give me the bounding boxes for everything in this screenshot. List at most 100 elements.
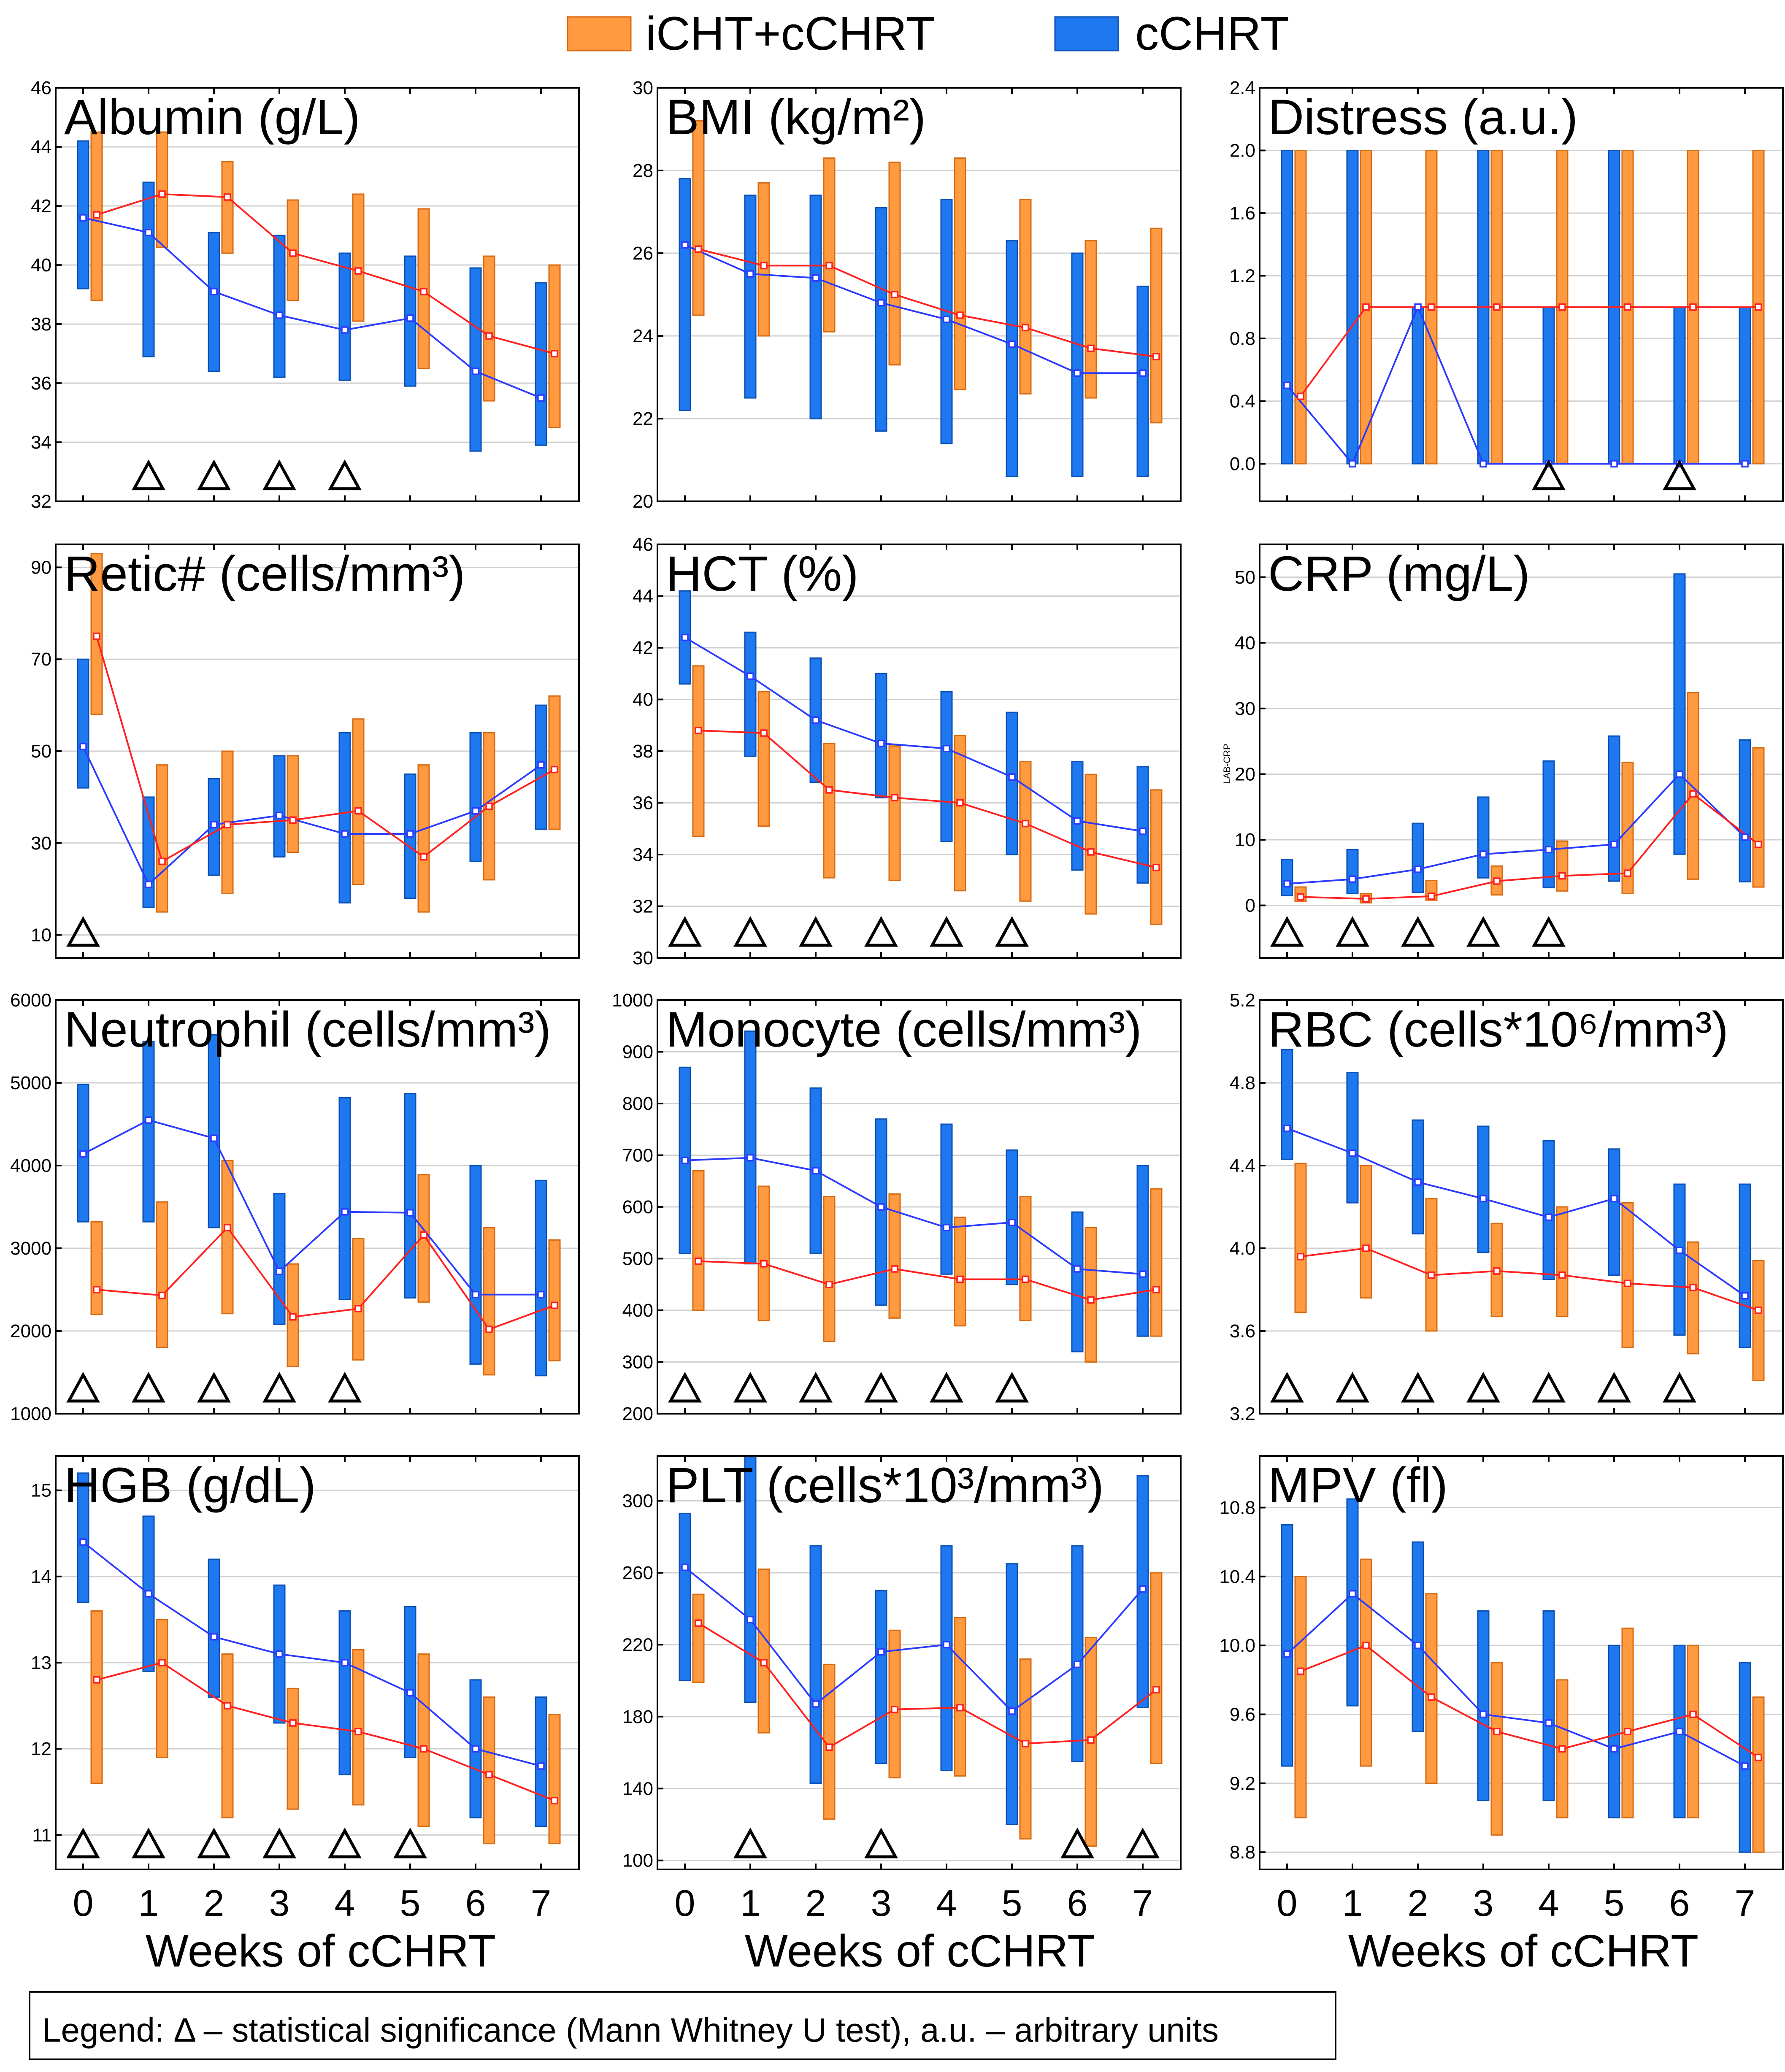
mean-point-ichtcchrt	[695, 1257, 702, 1265]
mean-point-cchrt	[472, 368, 479, 375]
bar-ichtcchrt	[1019, 1196, 1032, 1321]
mean-line-cchrt	[1286, 1593, 1745, 1767]
mean-point-ichtcchrt	[1428, 893, 1435, 900]
bar-cchrt	[1136, 285, 1149, 477]
y-tick-label: 30	[31, 833, 51, 854]
bar-ichtcchrt	[1085, 774, 1097, 915]
y-tick-label: 0.0	[1230, 454, 1255, 474]
mean-point-ichtcchrt	[1297, 893, 1304, 901]
mean-point-cchrt	[1139, 369, 1147, 377]
chart-panel-3: 10 30 50 70 90 Retic# (cells/mm³)	[31, 544, 580, 959]
mean-point-ichtcchrt	[1624, 869, 1631, 877]
mean-point-ichtcchrt	[1689, 1710, 1697, 1718]
mean-point-ichtcchrt	[1755, 841, 1762, 848]
mean-point-cchrt	[1545, 1213, 1552, 1221]
mean-point-cchrt	[746, 672, 754, 680]
mean-point-ichtcchrt	[1152, 1286, 1160, 1293]
y-tick-label: 4000	[10, 1155, 51, 1176]
significance-marker	[1532, 459, 1566, 490]
chart-title: PLT (cells*10³/mm³)	[666, 1458, 1104, 1513]
bar-ichtcchrt	[1019, 1658, 1032, 1840]
mean-point-ichtcchrt	[224, 1702, 231, 1710]
bar-ichtcchrt	[221, 161, 234, 254]
x-tick-label: 2	[806, 1882, 826, 1924]
mean-point-ichtcchrt	[1428, 303, 1435, 311]
mean-point-cchrt	[1741, 1292, 1749, 1300]
mean-point-cchrt	[537, 761, 545, 769]
mean-point-cchrt	[681, 1157, 689, 1164]
mean-point-ichtcchrt	[760, 1260, 768, 1268]
mean-point-cchrt	[276, 311, 283, 319]
significance-marker	[864, 1827, 898, 1858]
bar-cchrt	[1346, 1072, 1359, 1204]
mean-point-cchrt	[812, 274, 819, 282]
bar-ichtcchrt	[888, 1193, 901, 1319]
bar-cchrt	[469, 732, 482, 862]
mean-point-ichtcchrt	[1558, 1745, 1566, 1753]
y-tick-label: 400	[622, 1300, 653, 1321]
bar-cchrt	[875, 1590, 887, 1764]
chart-panel-8: 3.2 3.6 4.0 4.4 4.8 5.2 RBC (cells*10⁶/mm³)	[1230, 990, 1784, 1424]
bar-cchrt	[338, 732, 351, 903]
mean-point-cchrt	[472, 807, 479, 815]
mean-point-ichtcchrt	[1297, 392, 1304, 400]
bar-cchrt	[404, 1606, 416, 1758]
bar-ichtcchrt	[1085, 240, 1097, 399]
bar-ichtcchrt	[417, 1653, 430, 1827]
plot-frame	[1259, 544, 1784, 959]
chart-panel-4: 30 32 34 36 38 40 42 44 46 HCT (%)	[633, 534, 1182, 968]
bar-cchrt	[744, 631, 757, 757]
mean-point-cchrt	[1545, 846, 1552, 854]
bar-cchrt	[1006, 711, 1018, 855]
y-tick-label: 1.6	[1230, 203, 1255, 224]
mean-point-cchrt	[746, 1154, 754, 1162]
bar-cchrt	[679, 178, 691, 411]
significance-marker	[864, 1371, 898, 1403]
mean-point-ichtcchrt	[1362, 1642, 1370, 1649]
mean-point-ichtcchrt	[1022, 1275, 1029, 1283]
bar-cchrt	[1006, 1149, 1018, 1285]
chart-panel-5: 0 10 20 30 40 50 LAB-CRP CRP (mg/L)	[1222, 544, 1784, 959]
bar-ichtcchrt	[1360, 1558, 1372, 1767]
y-tick-label: 30	[633, 78, 653, 98]
significance-marker	[262, 459, 296, 490]
bar-ichtcchrt	[1621, 1627, 1634, 1818]
plot-frame	[657, 1455, 1182, 1870]
mean-point-ichtcchrt	[1022, 324, 1029, 332]
mean-point-ichtcchrt	[1087, 848, 1095, 856]
y-tick-label: 500	[622, 1249, 653, 1269]
significance-marker	[1336, 916, 1369, 947]
mean-point-ichtcchrt	[420, 853, 427, 861]
y-tick-label: 100	[622, 1850, 653, 1871]
y-tick-label: 26	[633, 243, 653, 264]
mean-point-ichtcchrt	[158, 857, 166, 866]
mean-point-ichtcchrt	[1152, 1686, 1160, 1693]
mean-point-cchrt	[1283, 381, 1291, 390]
mean-point-ichtcchrt	[1558, 872, 1566, 880]
mean-point-cchrt	[79, 214, 87, 222]
mean-point-ichtcchrt	[1362, 1244, 1370, 1252]
mean-point-ichtcchrt	[485, 1325, 493, 1333]
mean-point-ichtcchrt	[1558, 1271, 1566, 1279]
legend-swatch-cchrt	[1054, 16, 1119, 51]
x-axis-label-col1: Weeks of cCHRT	[745, 1925, 1095, 1976]
bar-cchrt	[1673, 573, 1686, 855]
mean-point-cchrt	[877, 739, 885, 747]
mean-line-ichtcchrt	[96, 1661, 555, 1802]
bar-cchrt	[1346, 1498, 1359, 1707]
plot-frame	[55, 999, 580, 1415]
legend-swatch-ichtcchrt	[567, 16, 632, 51]
significance-marker	[1466, 1371, 1500, 1403]
chart-title: HGB (g/dL)	[64, 1458, 316, 1513]
mean-point-cchrt	[145, 1116, 152, 1124]
mean-line-cchrt	[82, 1541, 541, 1767]
bar-cchrt	[1542, 1140, 1555, 1280]
significance-marker	[328, 1371, 362, 1403]
x-tick-label: 4	[1539, 1882, 1559, 1924]
mean-point-cchrt	[681, 633, 689, 641]
mean-point-ichtcchrt	[224, 821, 231, 828]
bar-cchrt	[208, 1558, 220, 1698]
plot-frame	[55, 1455, 580, 1870]
mean-point-cchrt	[943, 316, 950, 323]
